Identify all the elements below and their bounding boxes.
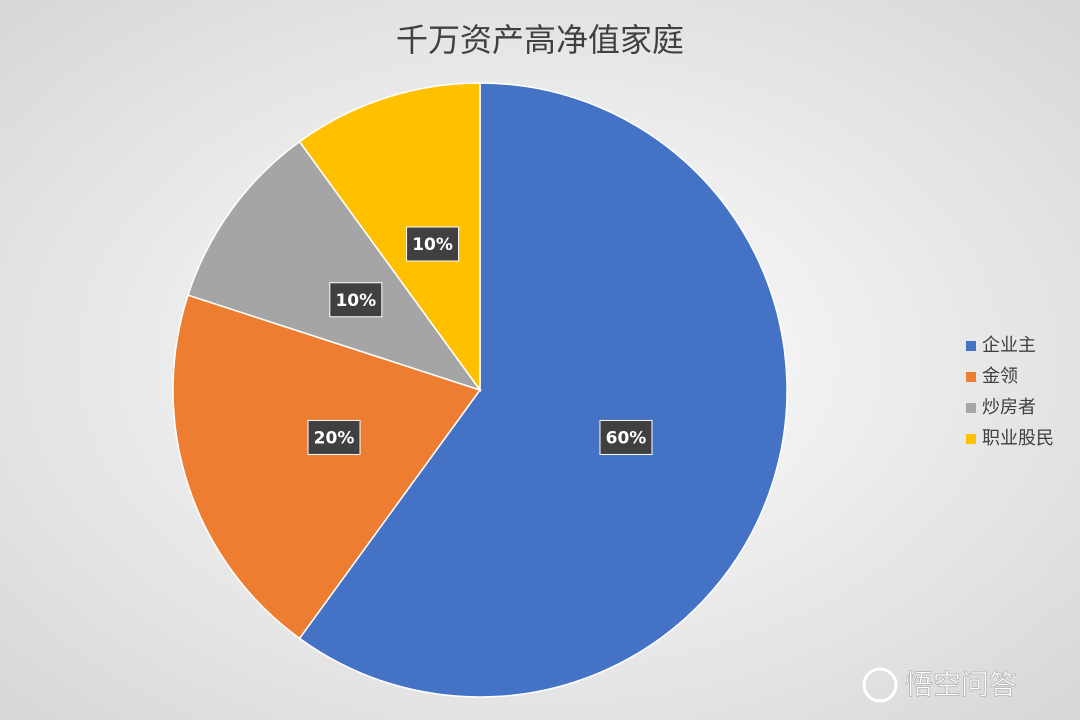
data-label-text: 20% bbox=[314, 428, 355, 448]
watermark: 悟空问答 bbox=[862, 667, 1017, 703]
legend-label: 金领 bbox=[982, 366, 1018, 387]
data-label-text: 60% bbox=[606, 428, 647, 448]
watermark-icon bbox=[862, 667, 898, 703]
legend-label: 职业股民 bbox=[982, 428, 1054, 449]
data-label: 60% bbox=[599, 419, 653, 455]
data-label-text: 10% bbox=[412, 235, 453, 255]
chart-title: 千万资产高净值家庭 bbox=[396, 21, 684, 59]
data-label-box bbox=[329, 282, 383, 318]
pie-slice bbox=[172, 294, 482, 640]
data-label-text: 10% bbox=[335, 291, 376, 311]
data-label-box bbox=[307, 419, 361, 455]
legend-swatch bbox=[966, 341, 976, 351]
legend-swatch bbox=[966, 372, 976, 382]
legend-label: 企业主 bbox=[982, 335, 1036, 356]
pie-slice bbox=[187, 140, 482, 392]
legend-swatch bbox=[966, 434, 976, 444]
pie-slice bbox=[298, 82, 788, 698]
watermark-text: 悟空问答 bbox=[905, 668, 1017, 701]
data-label-box bbox=[599, 419, 653, 455]
data-label: 10% bbox=[329, 282, 383, 318]
data-label-box bbox=[406, 226, 460, 262]
legend-swatch bbox=[966, 403, 976, 413]
data-label: 20% bbox=[307, 419, 361, 455]
pie-slice bbox=[298, 82, 481, 393]
legend-label: 炒房者 bbox=[982, 397, 1036, 418]
data-label: 10% bbox=[406, 226, 460, 262]
